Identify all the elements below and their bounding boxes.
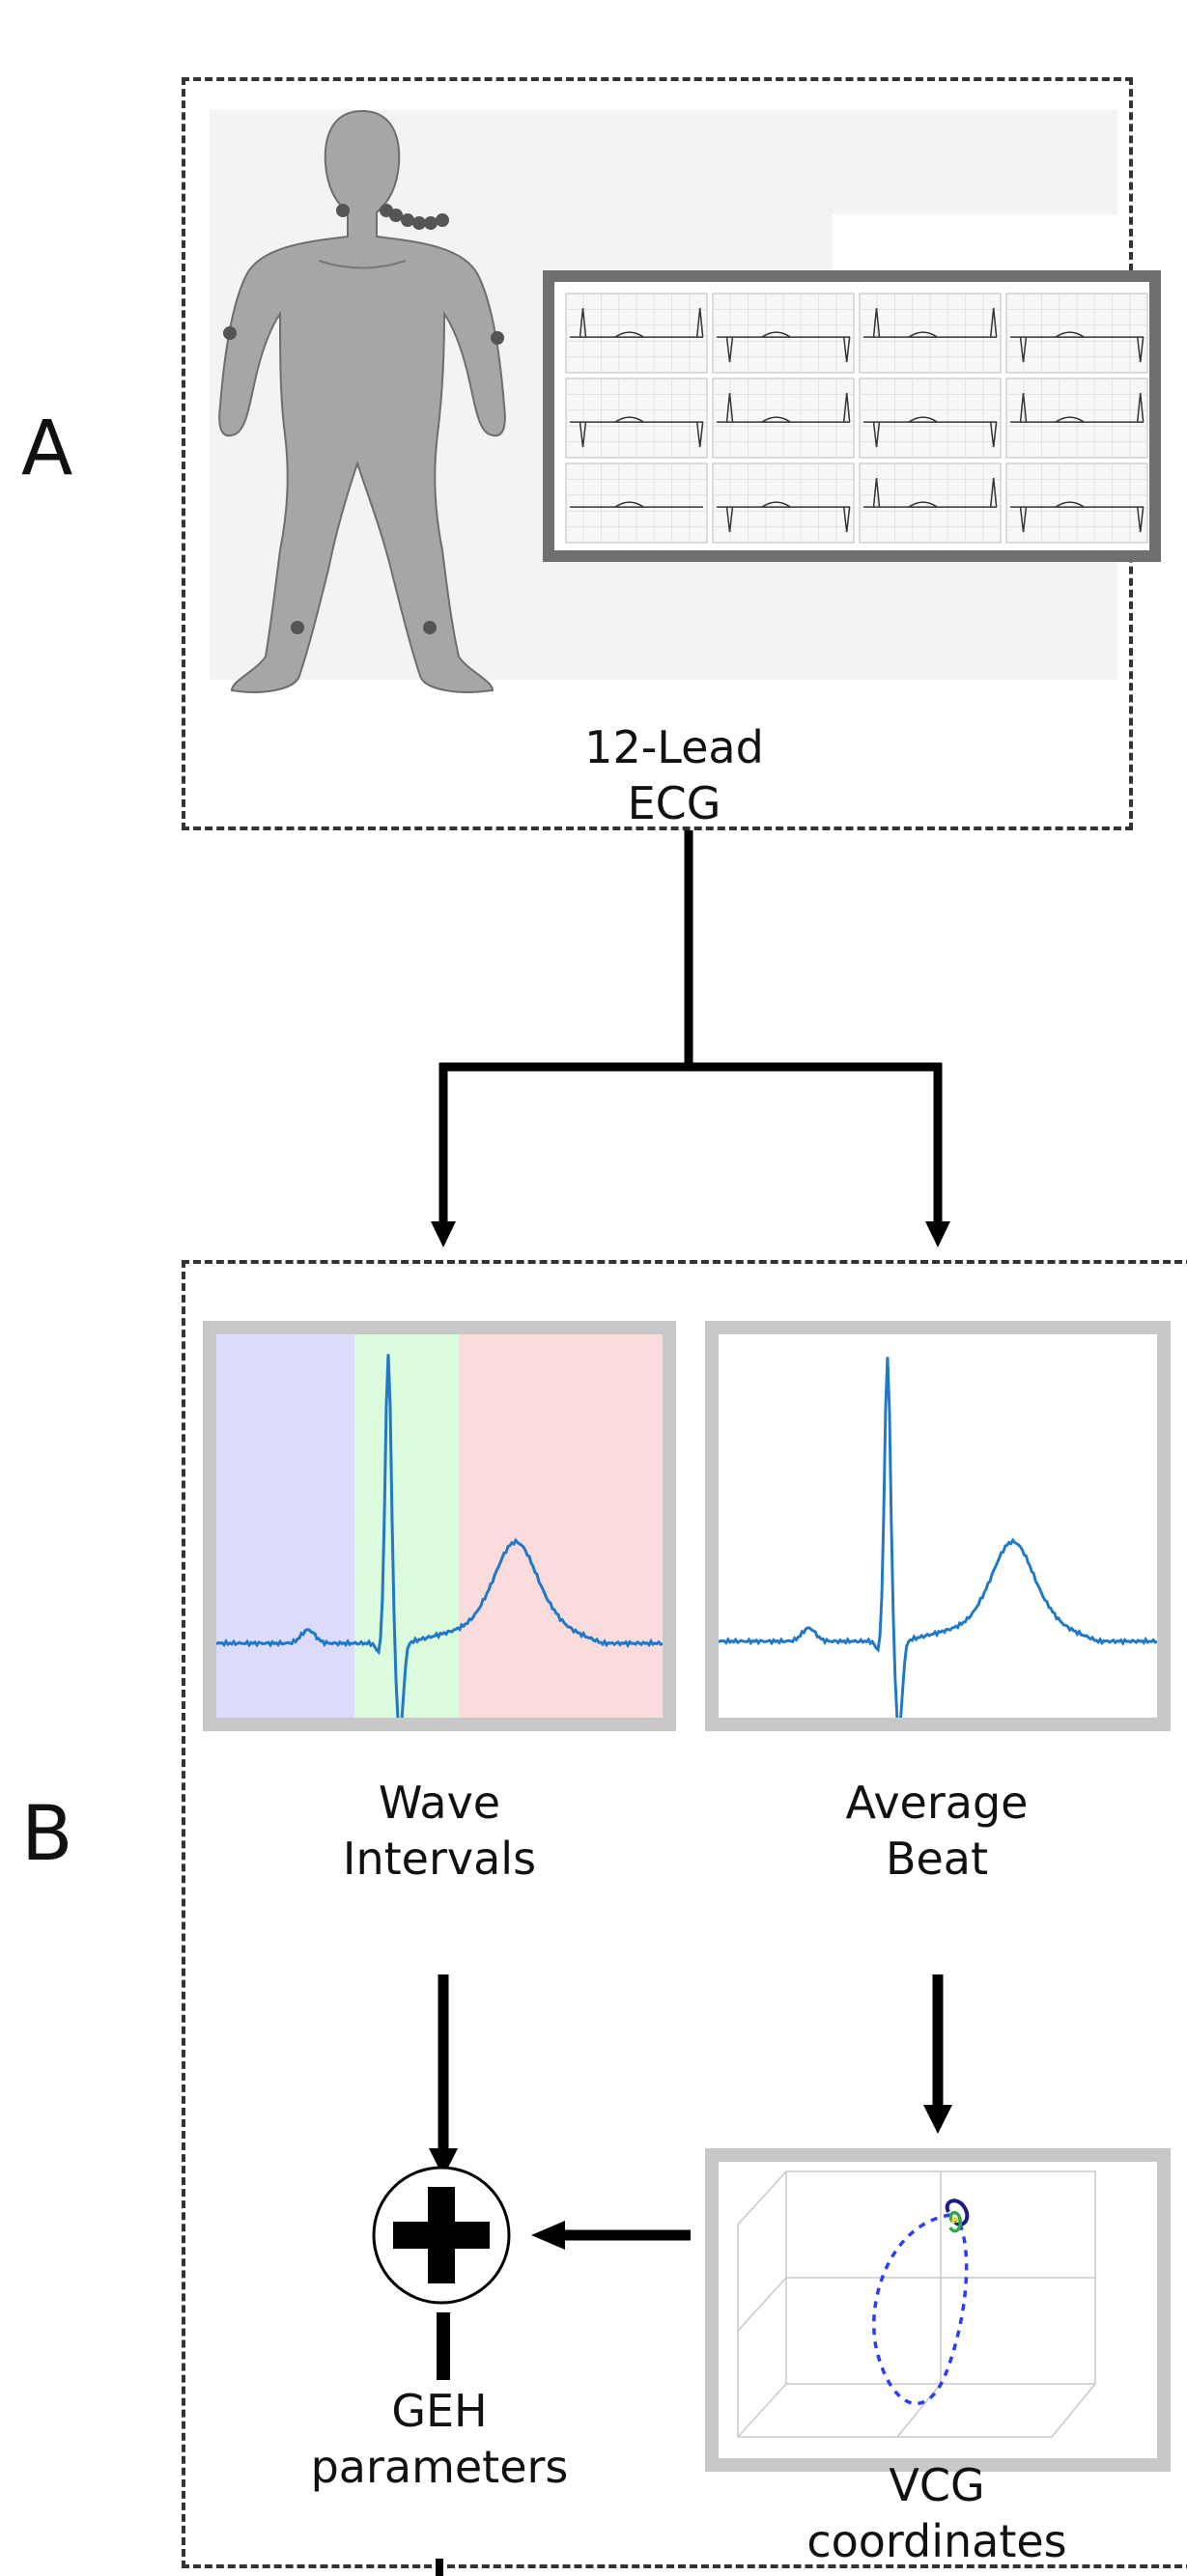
ecg-lead-trace: [717, 501, 851, 533]
panel-letter-a: A: [21, 406, 73, 492]
plus-circle-icon: [372, 2166, 511, 2305]
p-wave-region: [216, 1334, 354, 1718]
geh-parameters-caption: GEH parameters: [310, 2385, 569, 2493]
human-body-icon: [218, 109, 506, 693]
ecg-lead-trace: [863, 308, 998, 338]
ecg-lead-trace: [717, 393, 851, 423]
panel-b-box: [182, 1260, 1187, 2568]
ecg-lead-trace: [1010, 393, 1145, 423]
ecg-lead-trace: [863, 478, 998, 508]
vcg-t-loop: [948, 2210, 963, 2233]
vcg-loop: [872, 2213, 969, 2406]
vcg-coordinates-caption: VCG coordinates: [806, 2459, 1067, 2567]
ecg-lead-trace: [570, 308, 704, 338]
wave-intervals-plot: [203, 1321, 676, 1731]
average-beat-trace: [719, 1357, 1157, 1718]
ecg-lead-trace: [1010, 331, 1145, 363]
ecg-lead-trace: [570, 501, 703, 508]
average-beat-plot: [705, 1321, 1171, 1731]
vcg-origin-loop: [951, 2217, 959, 2225]
panel-b-arrows: [429, 1974, 952, 2576]
ecg-trace: [216, 1354, 663, 1718]
ecg-lead-trace: [863, 416, 998, 448]
connector-arrows: [431, 830, 950, 1247]
vcg-plot: [705, 2148, 1171, 2472]
panel-a-caption: 12-Lead ECG: [584, 721, 764, 829]
ecg-lead-trace: [1010, 501, 1145, 533]
ecg-lead-trace: [717, 331, 851, 363]
ecg-lead-trace: [570, 416, 704, 448]
t-wave-region: [459, 1334, 663, 1718]
panel-letter-b: B: [21, 1791, 73, 1878]
white-patch: [833, 214, 1122, 272]
wave-intervals-caption: Wave Intervals: [342, 1777, 537, 1885]
average-beat-caption: Average Beat: [845, 1777, 1029, 1885]
ecg-monitor-icon: [543, 270, 1161, 562]
ecg-12-lead-grid: [565, 293, 1148, 544]
